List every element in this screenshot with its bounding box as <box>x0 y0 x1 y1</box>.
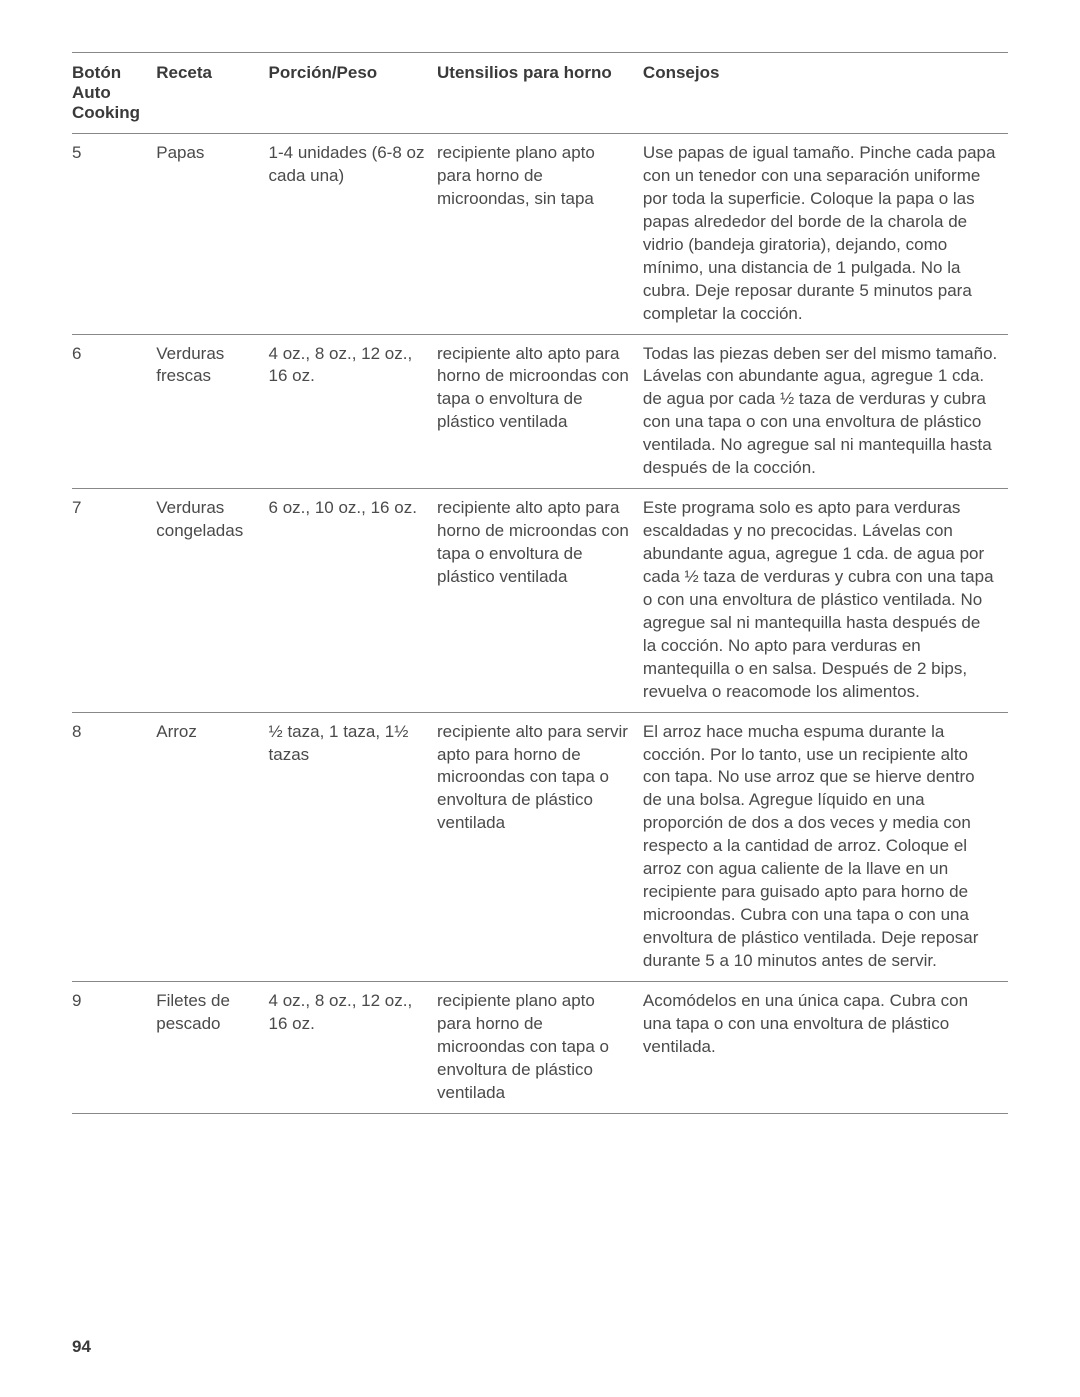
table-row: 9 Filetes de pescado 4 oz., 8 oz., 12 oz… <box>72 981 1008 1113</box>
cell-button: 6 <box>72 334 156 489</box>
cell-tips: Use papas de igual tamaño. Pinche cada p… <box>643 134 1008 335</box>
cell-tips: Este programa solo es apto para verduras… <box>643 489 1008 712</box>
cell-portion: 1-4 unidades (6-8 oz cada una) <box>269 134 437 335</box>
cell-tips: Acomódelos en una única capa. Cubra con … <box>643 981 1008 1113</box>
col-header-recipe: Receta <box>156 53 268 134</box>
col-header-utensils: Utensilios para horno <box>437 53 643 134</box>
col-header-button: Botón Auto Cooking <box>72 53 156 134</box>
cell-portion: ½ taza, 1 taza, 1½ tazas <box>269 712 437 981</box>
cell-recipe: Verduras frescas <box>156 334 268 489</box>
cell-button: 8 <box>72 712 156 981</box>
col-header-tips: Consejos <box>643 53 1008 134</box>
cell-recipe: Papas <box>156 134 268 335</box>
cell-tips: Todas las piezas deben ser del mismo tam… <box>643 334 1008 489</box>
table-row: 7 Verduras congeladas 6 oz., 10 oz., 16 … <box>72 489 1008 712</box>
cell-portion: 4 oz., 8 oz., 12 oz., 16 oz. <box>269 981 437 1113</box>
cell-portion: 6 oz., 10 oz., 16 oz. <box>269 489 437 712</box>
cell-utensils: recipiente plano apto para horno de micr… <box>437 981 643 1113</box>
col-header-portion: Porción/Peso <box>269 53 437 134</box>
table-header-row: Botón Auto Cooking Receta Porción/Peso U… <box>72 53 1008 134</box>
cell-utensils: recipiente alto para servir apto para ho… <box>437 712 643 981</box>
cell-portion: 4 oz., 8 oz., 12 oz., 16 oz. <box>269 334 437 489</box>
cell-button: 7 <box>72 489 156 712</box>
cell-tips: El arroz hace mucha espuma durante la co… <box>643 712 1008 981</box>
table-row: 8 Arroz ½ taza, 1 taza, 1½ tazas recipie… <box>72 712 1008 981</box>
auto-cooking-table: Botón Auto Cooking Receta Porción/Peso U… <box>72 52 1008 1114</box>
cell-recipe: Arroz <box>156 712 268 981</box>
table-row: 5 Papas 1-4 unidades (6-8 oz cada una) r… <box>72 134 1008 335</box>
cell-recipe: Filetes de pescado <box>156 981 268 1113</box>
cell-button: 5 <box>72 134 156 335</box>
cell-utensils: recipiente plano apto para horno de micr… <box>437 134 643 335</box>
page-number: 94 <box>72 1337 91 1357</box>
cell-utensils: recipiente alto apto para horno de micro… <box>437 489 643 712</box>
cell-button: 9 <box>72 981 156 1113</box>
cell-utensils: recipiente alto apto para horno de micro… <box>437 334 643 489</box>
cell-recipe: Verduras congeladas <box>156 489 268 712</box>
table-row: 6 Verduras frescas 4 oz., 8 oz., 12 oz.,… <box>72 334 1008 489</box>
